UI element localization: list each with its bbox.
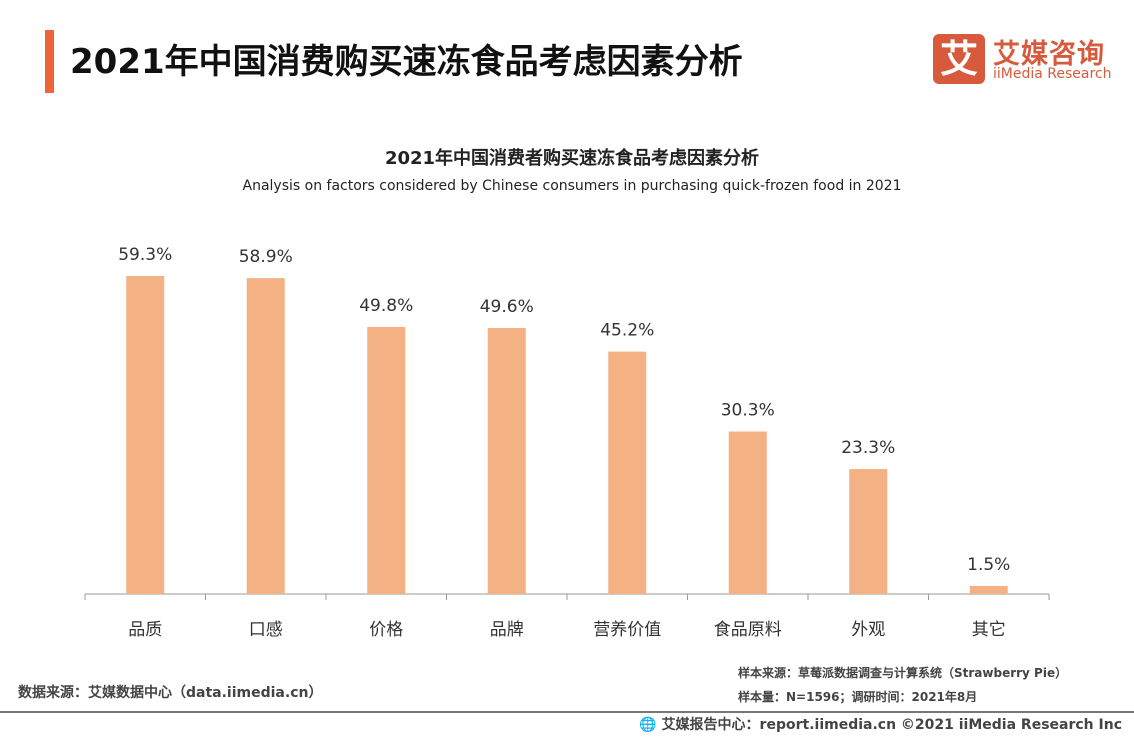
data-label: 58.9% bbox=[239, 247, 293, 267]
chart-subtitle: Analysis on factors considered by Chines… bbox=[242, 178, 902, 194]
data-label: 49.6% bbox=[480, 297, 534, 317]
data-source: 数据来源：艾媒数据中心（data.iimedia.cn） bbox=[18, 685, 323, 701]
bar bbox=[126, 276, 165, 594]
category-label: 价格 bbox=[369, 620, 403, 640]
category-label: 品牌 bbox=[490, 620, 524, 640]
category-label: 食品原料 bbox=[714, 620, 782, 640]
title-accent-bar bbox=[45, 30, 54, 93]
footer-divider bbox=[0, 711, 1134, 713]
page-title: 2021年中国消费购买速冻食品考虑因素分析 bbox=[70, 42, 743, 82]
logo-cn: 艾媒咨询 bbox=[993, 39, 1105, 70]
data-label: 49.8% bbox=[359, 296, 413, 316]
data-label: 45.2% bbox=[600, 321, 654, 341]
data-label: 59.3% bbox=[118, 245, 172, 265]
data-label: 30.3% bbox=[721, 401, 775, 421]
category-label: 其它 bbox=[972, 620, 1006, 640]
bar bbox=[246, 278, 285, 594]
category-label: 品质 bbox=[128, 620, 162, 640]
category-label: 营养价值 bbox=[593, 620, 661, 640]
bar-chart: 59.3% 品质 58.9% 口感 49.8% 价格 49.6% 品牌 45.2% 营养价值 30.… bbox=[84, 245, 1050, 640]
bar bbox=[367, 326, 406, 594]
bar bbox=[608, 351, 647, 594]
category-label: 口感 bbox=[249, 620, 283, 640]
bar bbox=[849, 469, 888, 594]
sample-size: 样本量：N=1596；调研时间：2021年8月 bbox=[738, 690, 978, 704]
category-label: 外观 bbox=[851, 620, 885, 640]
chart-title: 2021年中国消费者购买速冻食品考虑因素分析 bbox=[384, 148, 760, 169]
footer-report: 🌐 艾媒报告中心：report.iimedia.cn ©2021 iiMedia… bbox=[639, 714, 1122, 734]
logo-en: iiMedia Research bbox=[993, 66, 1112, 82]
bar bbox=[728, 431, 767, 594]
sample-source: 样本来源：草莓派数据调查与计算系统（Strawberry Pie） bbox=[738, 666, 1068, 680]
data-label: 23.3% bbox=[841, 438, 895, 458]
iimedia-logo: 艾 艾媒咨询 iiMedia Research bbox=[933, 32, 1113, 88]
logo-icon: 艾 bbox=[933, 34, 985, 84]
bar bbox=[487, 328, 526, 594]
bar bbox=[969, 585, 1008, 594]
footer-report-text: 艾媒报告中心：report.iimedia.cn ©2021 iiMedia R… bbox=[661, 717, 1122, 733]
globe-icon: 🌐 bbox=[639, 717, 657, 733]
data-label: 1.5% bbox=[967, 555, 1010, 575]
